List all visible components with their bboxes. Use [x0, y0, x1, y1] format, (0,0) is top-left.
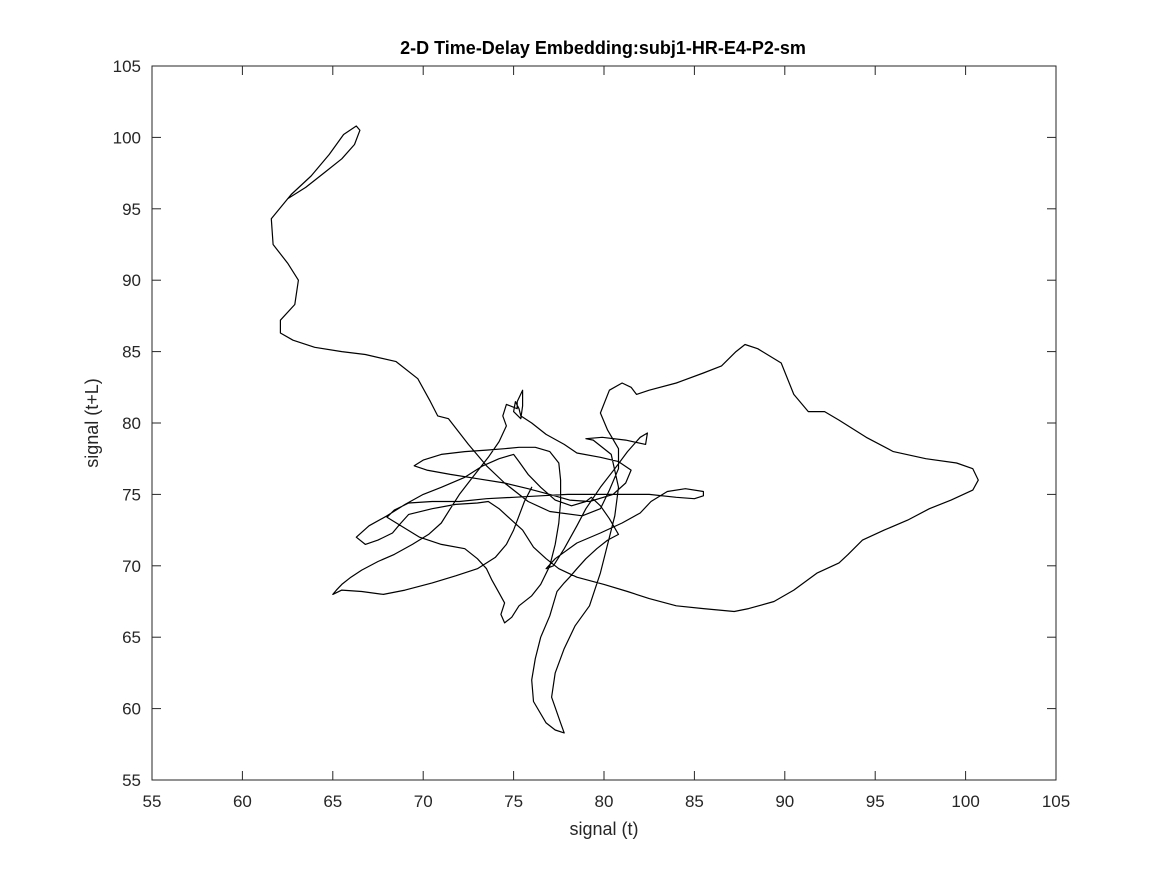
x-tick-label: 100 [951, 792, 979, 811]
y-axis-tick-labels: 55 60 65 70 75 80 85 90 95 100 105 [113, 57, 141, 790]
x-tick-label: 105 [1042, 792, 1070, 811]
x-axis-label: signal (t) [569, 819, 638, 839]
y-tick-label: 90 [122, 271, 141, 290]
y-tick-label: 75 [122, 485, 141, 504]
series-line-0 [270, 125, 979, 734]
x-tick-label: 55 [143, 792, 162, 811]
x-axis-ticks [151, 66, 1057, 780]
y-tick-label: 95 [122, 200, 141, 219]
y-tick-label: 70 [122, 557, 141, 576]
y-axis-ticks [152, 65, 1056, 781]
plot-area: 55 60 65 70 75 80 85 90 95 100 105 55 60 65 70 75 80 85 9… [113, 57, 1071, 811]
y-axis-label: signal (t+L) [82, 378, 102, 468]
y-tick-label: 100 [113, 128, 141, 147]
x-tick-label: 80 [595, 792, 614, 811]
y-tick-label: 60 [122, 700, 141, 719]
x-axis-tick-labels: 55 60 65 70 75 80 85 90 95 100 105 [143, 792, 1071, 811]
x-tick-label: 70 [414, 792, 433, 811]
y-tick-label: 105 [113, 57, 141, 76]
series-layer [270, 125, 979, 734]
x-tick-label: 75 [504, 792, 523, 811]
x-tick-label: 60 [233, 792, 252, 811]
y-tick-label: 55 [122, 771, 141, 790]
chart-title: 2-D Time-Delay Embedding:subj1-HR-E4-P2-… [400, 38, 806, 58]
x-tick-label: 95 [866, 792, 885, 811]
x-tick-label: 85 [685, 792, 704, 811]
y-tick-label: 80 [122, 414, 141, 433]
y-tick-label: 65 [122, 628, 141, 647]
x-tick-label: 65 [323, 792, 342, 811]
x-tick-label: 90 [775, 792, 794, 811]
y-tick-label: 85 [122, 343, 141, 362]
